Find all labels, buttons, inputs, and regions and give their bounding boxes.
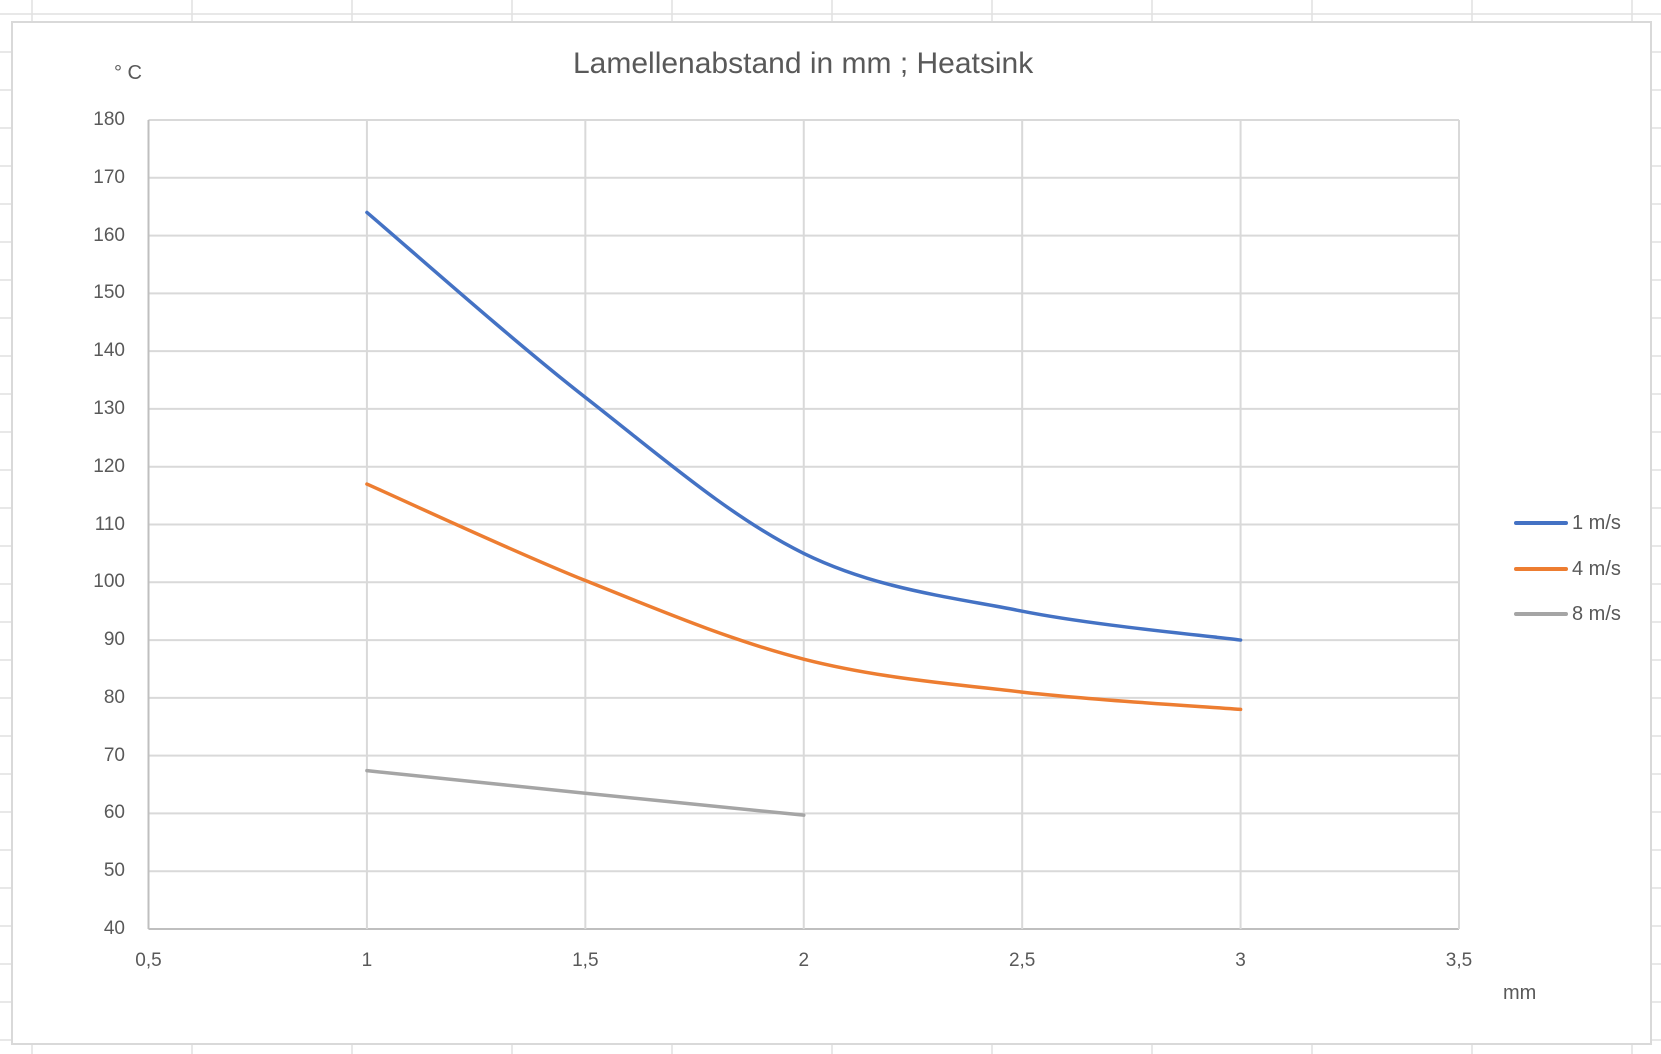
- legend-swatch-icon: [1514, 567, 1568, 571]
- legend-label: 8 m/s: [1572, 602, 1621, 625]
- y-tick-label: 160: [93, 224, 125, 246]
- x-axis-title: mm: [1503, 982, 1537, 1004]
- y-tick-label: 40: [103, 918, 125, 939]
- legend-swatch-icon: [1514, 612, 1568, 616]
- y-tick-label: 120: [93, 455, 125, 477]
- y-tick-label: 50: [103, 860, 125, 882]
- y-tick-label: 100: [93, 571, 125, 593]
- series-line-0[interactable]: [365, 210, 1243, 642]
- chart-area[interactable]: [11, 21, 1652, 1045]
- series-lines: [365, 210, 1243, 817]
- legend-label: 4 m/s: [1572, 557, 1621, 580]
- series-line-2[interactable]: [365, 768, 806, 817]
- legend-swatch-icon: [1514, 521, 1568, 525]
- y-tick-label: 110: [94, 513, 125, 535]
- y-tick-label: 180: [93, 109, 125, 130]
- chart-title: Lamellenabstand in mm ; Heatsink: [573, 47, 1034, 80]
- gridlines: [147, 119, 1460, 930]
- x-tick-label: 3: [1235, 950, 1246, 971]
- legend-label: 1 m/s: [1572, 511, 1621, 534]
- y-tick-label: 150: [93, 282, 125, 304]
- y-axis-title: ° C: [114, 62, 142, 84]
- x-tick-label: 1,5: [572, 950, 599, 971]
- legend-item[interactable]: 8 m/s: [1514, 602, 1621, 626]
- y-tick-label: 90: [103, 629, 125, 651]
- x-tick-label: 2,5: [1008, 950, 1036, 971]
- y-tick-label: 140: [93, 340, 125, 362]
- y-tick-label: 80: [103, 686, 125, 708]
- x-tick-label: 3,5: [1445, 950, 1473, 971]
- x-tick-label: 2: [798, 950, 810, 971]
- y-tick-label: 70: [103, 744, 125, 766]
- legend-item[interactable]: 1 m/s: [1514, 511, 1621, 535]
- y-tick-label: 170: [93, 166, 125, 188]
- y-tick-label: 60: [103, 802, 125, 824]
- legend-item[interactable]: 4 m/s: [1514, 557, 1621, 581]
- y-tick-label: 130: [93, 397, 125, 419]
- x-tick-label: 1: [361, 950, 373, 971]
- series-line-1[interactable]: [365, 482, 1243, 712]
- x-tick-label: 0,5: [135, 950, 162, 971]
